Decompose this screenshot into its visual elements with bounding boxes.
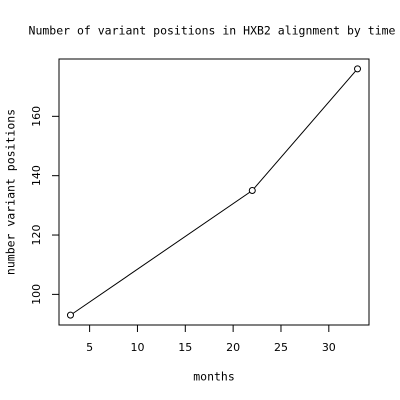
y-tick-label: 140 bbox=[30, 165, 43, 186]
x-tick-label: 5 bbox=[86, 341, 93, 354]
y-tick-label: 120 bbox=[30, 225, 43, 246]
x-axis-label: months bbox=[193, 370, 235, 384]
x-tick-label: 25 bbox=[274, 341, 288, 354]
x-tick-label: 20 bbox=[226, 341, 240, 354]
x-tick-label: 10 bbox=[130, 341, 144, 354]
x-tick-label: 15 bbox=[178, 341, 192, 354]
data-point bbox=[248, 187, 256, 195]
y-axis-label: number variant positions bbox=[4, 109, 18, 275]
y-tick-label: 160 bbox=[30, 106, 43, 127]
data-point bbox=[354, 65, 362, 73]
data-point bbox=[66, 311, 74, 319]
chart-title: Number of variant positions in HXB2 alig… bbox=[29, 24, 396, 38]
x-tick-label: 30 bbox=[322, 341, 336, 354]
y-tick-label: 100 bbox=[30, 284, 43, 305]
